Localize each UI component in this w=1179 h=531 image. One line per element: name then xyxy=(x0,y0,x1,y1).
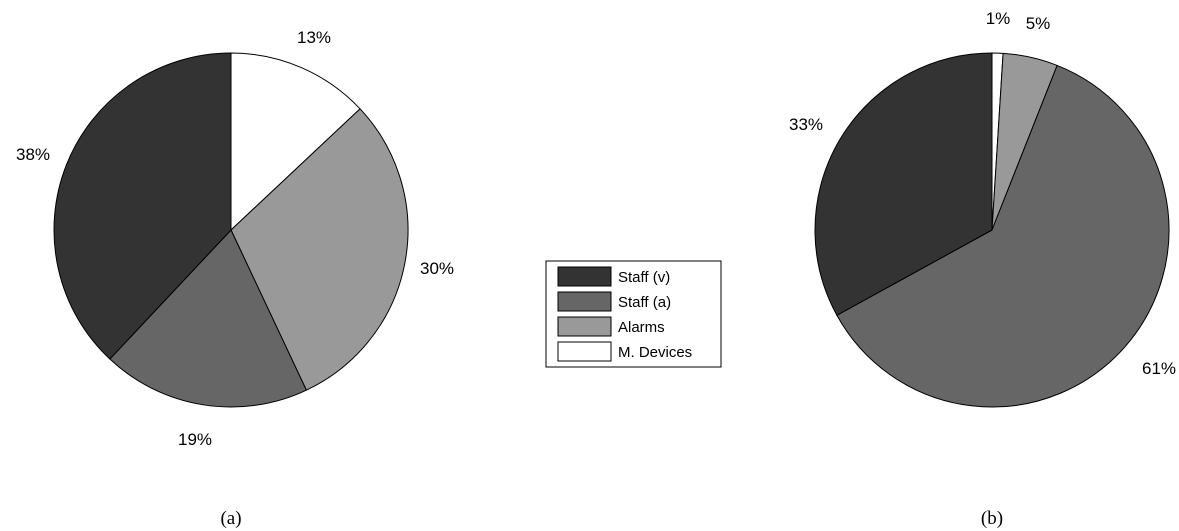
caption-a: (a) xyxy=(220,508,241,529)
legend-swatch xyxy=(557,316,612,337)
pie-chart-b: 33% 61% 5% 1% xyxy=(789,9,1176,408)
slice-percent-label: 5% xyxy=(1026,14,1051,33)
slice-percent-label: 38% xyxy=(16,145,50,164)
slice-percent-label: 13% xyxy=(297,28,331,47)
slice-percent-label: 61% xyxy=(1142,359,1176,378)
caption-b: (b) xyxy=(981,508,1003,529)
legend-label: M. Devices xyxy=(618,344,692,361)
pie-chart-a: 38% 19% 30% 13% xyxy=(16,28,454,449)
legend-label: Alarms xyxy=(618,319,665,336)
pie-slice-staff-a xyxy=(836,64,1170,408)
legend-label: Staff (a) xyxy=(618,294,671,311)
slice-percent-label: 30% xyxy=(420,259,454,278)
pie-slice-alarms xyxy=(230,108,409,391)
slice-percent-label: 1% xyxy=(986,9,1011,28)
legend-swatch xyxy=(557,291,612,312)
legend-label: Staff (v) xyxy=(618,269,670,286)
pie-slice-m-devices xyxy=(230,52,361,231)
slice-percent-label: 33% xyxy=(789,115,823,134)
slice-percent-label: 19% xyxy=(178,430,212,449)
legend: Staff (v) Staff (a) Alarms M. Devices xyxy=(545,260,722,368)
pie-slice-staff-v xyxy=(814,52,993,316)
legend-swatch xyxy=(557,266,612,287)
pie-slice-staff-a xyxy=(109,229,307,408)
legend-swatch xyxy=(557,341,612,362)
pie-slice-staff-v xyxy=(53,52,232,360)
